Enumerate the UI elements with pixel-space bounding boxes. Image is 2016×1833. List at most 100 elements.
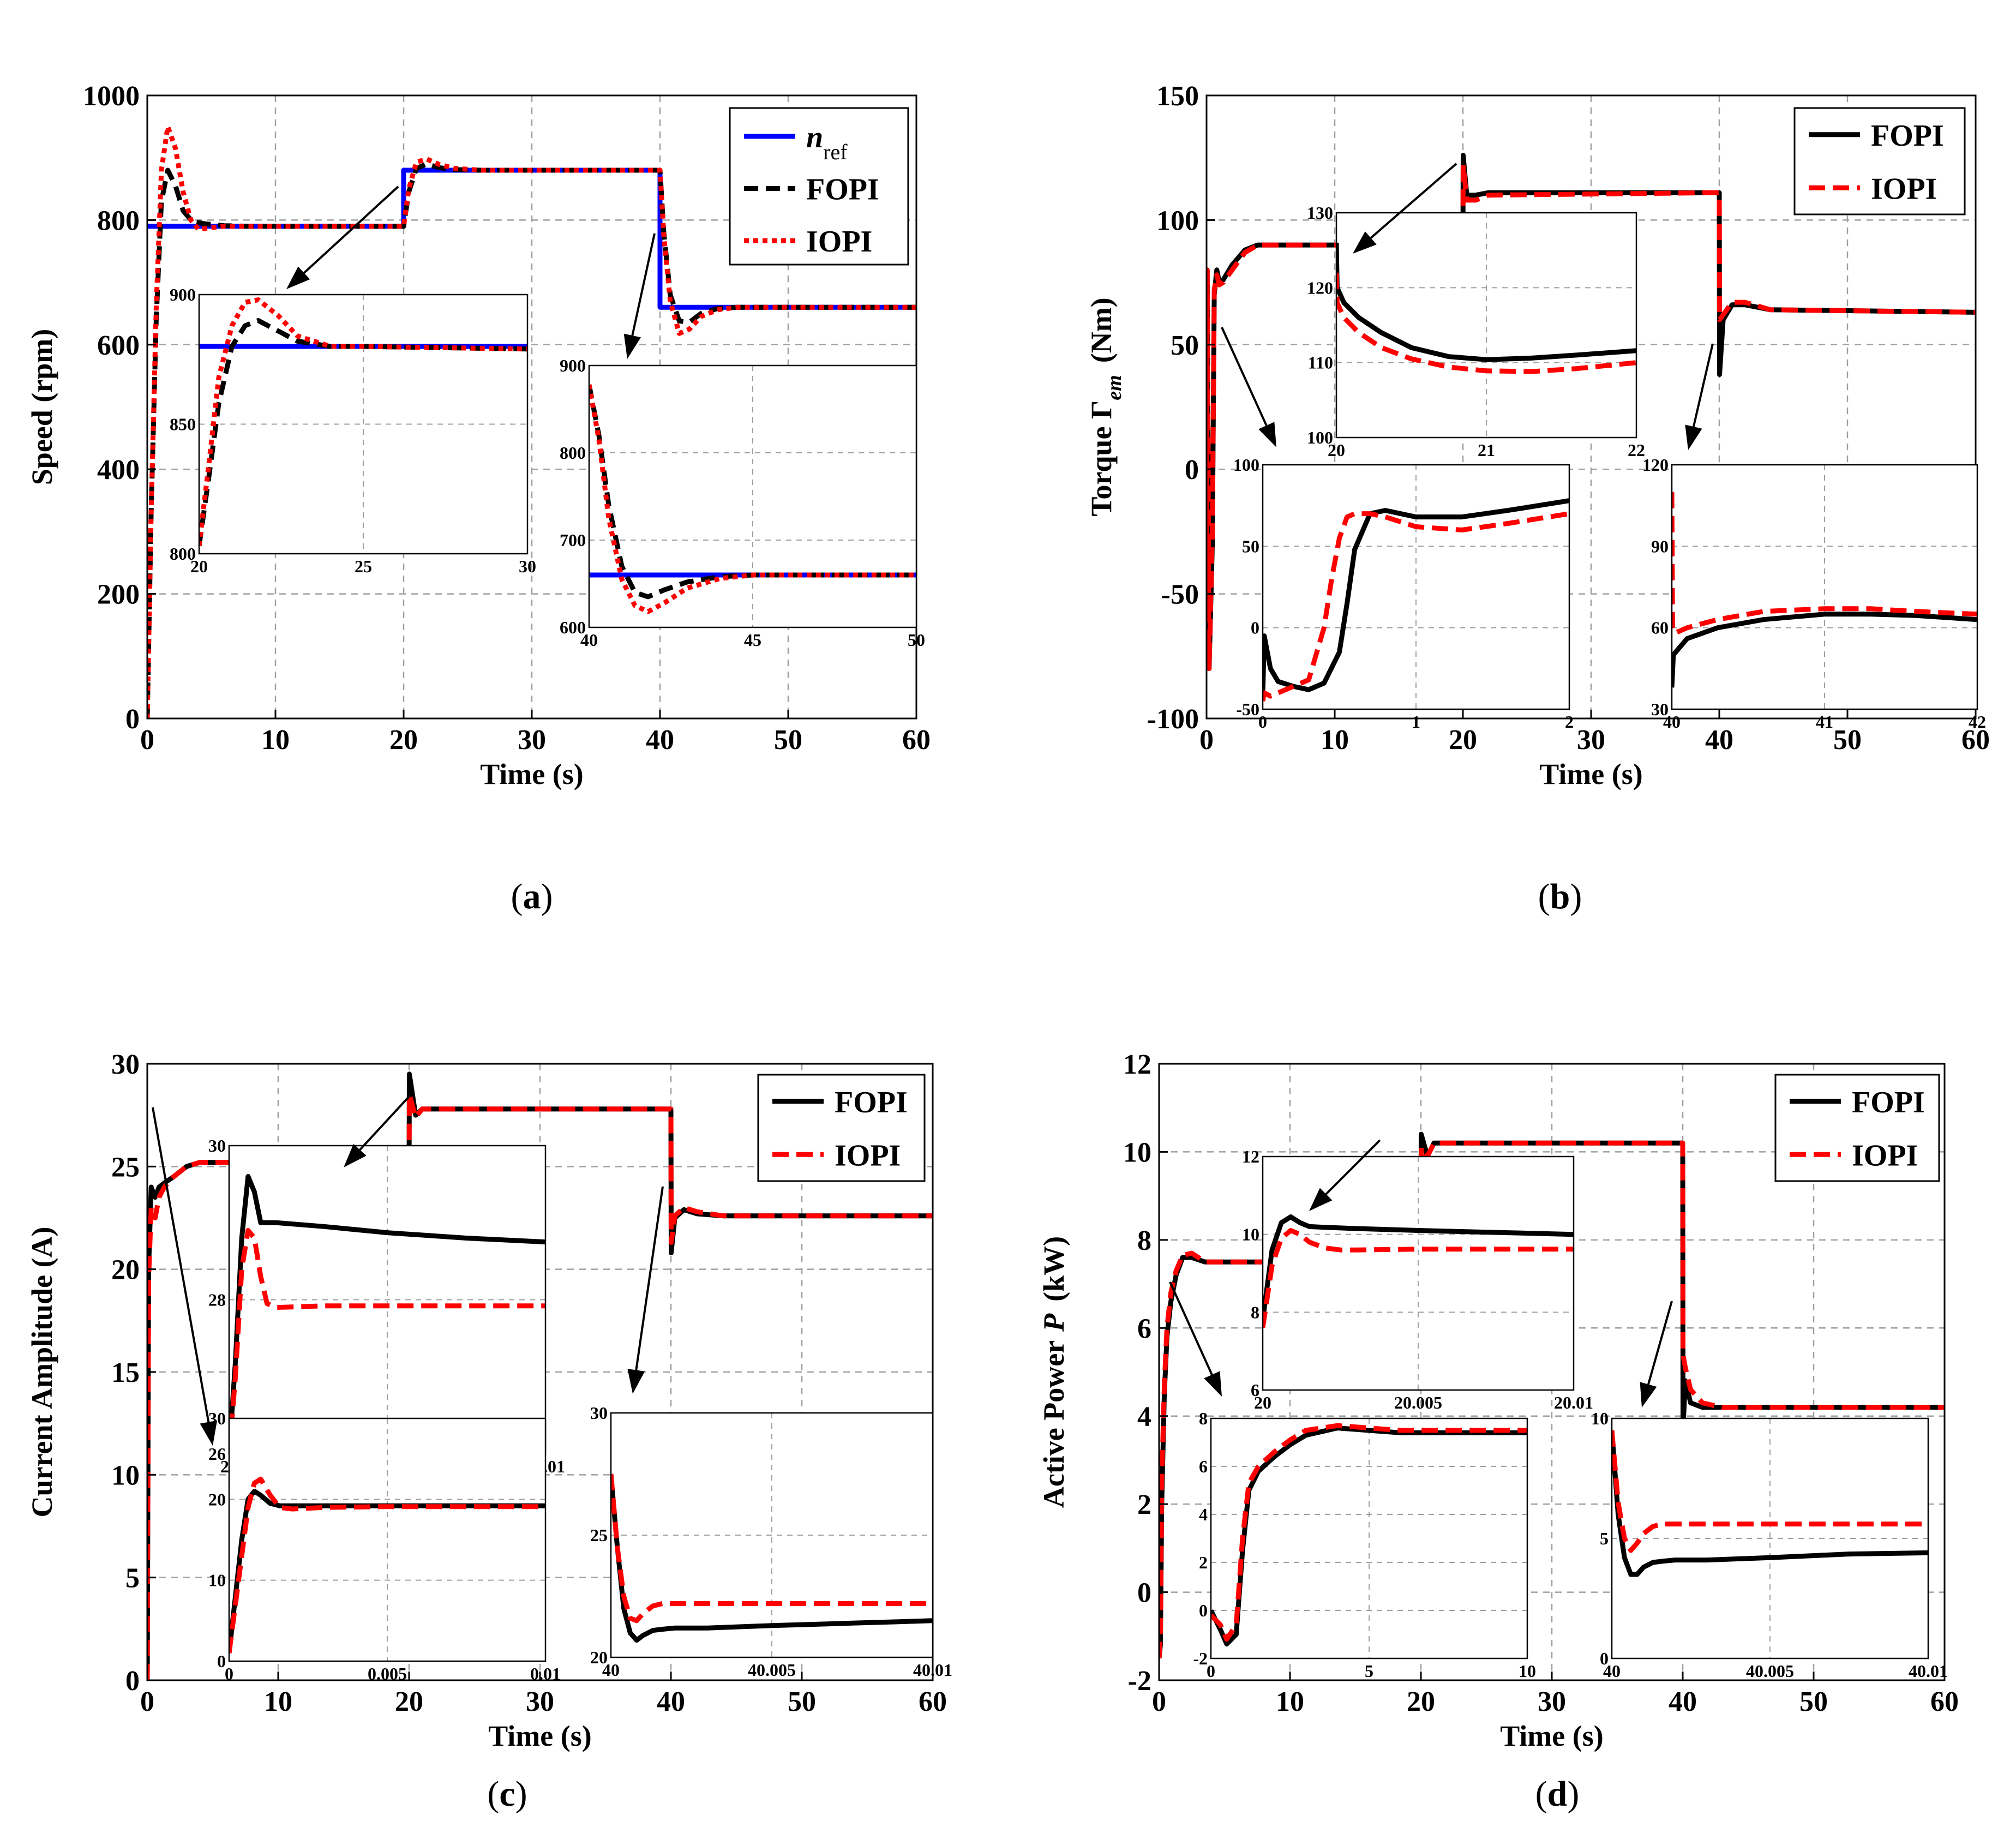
inset-x-tick-label: 0	[1258, 712, 1267, 732]
annotation-arrow	[627, 1186, 664, 1394]
inset-y-tick-label: 0	[1199, 1601, 1208, 1620]
arrow-shaft	[1169, 1281, 1213, 1375]
inset-frame	[1210, 1417, 1528, 1660]
inset-y-tick-label: 130	[1307, 203, 1333, 223]
inset-series-group	[611, 1473, 933, 1643]
inset-x-tick-label: 40	[602, 1660, 620, 1680]
inset-series-line-iopi_dash	[229, 1476, 545, 1654]
inset-y-tick-label: 6	[1251, 1380, 1259, 1400]
arrow-head	[1204, 1371, 1222, 1397]
inset-x-tick-label: 40.01	[913, 1660, 952, 1680]
inset-y-tick-label: 900	[170, 285, 196, 304]
arrow-shaft	[1370, 163, 1457, 239]
inset-x-tick-label: 40.01	[1909, 1661, 1948, 1681]
inset-series-line-fopi_solid	[1263, 1214, 1574, 1321]
y-tick-label: 600	[97, 330, 140, 361]
inset-background	[1672, 465, 1977, 709]
inset-x-tick-label: 40.005	[1746, 1661, 1794, 1681]
inset-y-tick-label: 30	[1651, 699, 1669, 719]
y-tick-label: -100	[1147, 704, 1199, 735]
inset-series-line-iopi_dash	[1211, 1423, 1527, 1642]
inset-series-line-iopi_dash	[1672, 492, 1977, 636]
x-tick-label: 10	[1276, 1686, 1304, 1717]
y-tick-label: 0	[1185, 454, 1199, 486]
inset-x-tick-label: 40.005	[748, 1660, 796, 1680]
inset-frame	[1262, 1155, 1575, 1391]
x-tick-label: 40	[657, 1686, 685, 1717]
inset-series-group	[1612, 1430, 1928, 1577]
inset-series-group	[1336, 242, 1636, 374]
y-tick-label: 20	[111, 1255, 140, 1286]
annotation-arrow	[1685, 343, 1714, 450]
inset-y-tick-label: 10	[208, 1571, 226, 1590]
x-axis-label: Time (s)	[488, 1720, 591, 1752]
annotation-arrow	[623, 233, 656, 359]
annotation-arrow	[152, 1107, 218, 1446]
inset-y-tick-label: 600	[560, 618, 586, 637]
inset-plot: 40 45 50 600 700 800 900	[560, 356, 925, 650]
y-tick-label: 2	[1137, 1489, 1151, 1520]
arrow-head	[1640, 1382, 1657, 1407]
x-tick-label: 20	[395, 1686, 423, 1717]
inset-series-line-iopi_dash	[1263, 511, 1569, 702]
y-tick-label: 0	[125, 704, 140, 735]
inset-x-tick-label: 40	[1603, 1661, 1621, 1681]
inset-plot: 20 25 30 800 850 900	[170, 285, 536, 576]
inset-series-line-fopi_solid	[1672, 612, 1977, 688]
annotation-arrow	[1640, 1301, 1673, 1407]
inset-x-tick-label: 0.01	[530, 1664, 561, 1684]
inset-y-tick-label: 10	[1242, 1225, 1259, 1244]
arrow-shaft	[1221, 327, 1268, 426]
x-tick-label: 50	[774, 724, 802, 756]
x-tick-label: 40	[646, 724, 674, 756]
inset-y-tick-label: 4	[1199, 1505, 1208, 1524]
inset-x-tick-label: 41	[1816, 712, 1833, 732]
x-tick-label: 60	[1961, 724, 1990, 756]
inset-frame	[198, 293, 529, 555]
inset-series-line-fopi_solid	[1336, 242, 1636, 362]
legend-label: IOPI	[806, 225, 872, 259]
inset-y-tick-label: 110	[1308, 353, 1333, 373]
inset-y-tick-label: 10	[1591, 1409, 1609, 1428]
x-tick-label: 40	[1705, 724, 1733, 756]
inset-y-tick-label: 30	[208, 1136, 226, 1155]
x-tick-label: 30	[1538, 1686, 1566, 1717]
inset-series-line-fopi_solid	[1263, 498, 1569, 697]
arrow-shaft	[1692, 343, 1714, 427]
annotation-arrow	[1309, 1139, 1381, 1211]
inset-y-tick-label: 120	[1307, 278, 1333, 297]
x-tick-label: 50	[1799, 1686, 1828, 1717]
x-tick-label: 30	[526, 1686, 554, 1717]
annotation-arrow	[1169, 1281, 1222, 1397]
arrow-head	[1685, 424, 1702, 450]
inset-series-group	[1263, 498, 1569, 702]
inset-plot: 20 21 22 100 110 120 130	[1307, 203, 1645, 460]
inset-series-group	[1672, 492, 1977, 688]
inset-y-tick-label: 0	[1600, 1649, 1609, 1668]
inset-y-tick-label: 26	[208, 1444, 226, 1464]
inset-y-tick-label: 5	[1600, 1529, 1609, 1548]
inset-frame	[1335, 212, 1637, 439]
inset-x-tick-label: 21	[1478, 440, 1495, 460]
y-tick-label: 100	[1156, 205, 1199, 236]
x-tick-label: 0	[140, 724, 154, 756]
inset-series-line-iopi_dash	[1263, 1228, 1574, 1328]
inset-series-line-iopi_dash	[1336, 272, 1636, 374]
y-tick-label: 150	[1156, 81, 1199, 112]
series-group	[147, 124, 916, 718]
inset-y-tick-label: 8	[1251, 1302, 1259, 1322]
inset-series-line-fopi_solid	[611, 1473, 933, 1643]
inset-x-tick-label: 5	[1365, 1661, 1373, 1681]
inset-y-tick-label: 20	[208, 1489, 226, 1509]
inset-frame	[228, 1417, 547, 1662]
inset-y-tick-label: 800	[170, 544, 196, 564]
inset-x-tick-label: 42	[1969, 712, 1986, 732]
inset-x-tick-label: 2	[1565, 712, 1574, 732]
inset-y-tick-label: 900	[560, 356, 586, 375]
annotation-arrow	[344, 1095, 410, 1167]
legend-label: IOPI	[1871, 172, 1937, 206]
x-tick-label: 0	[140, 1686, 154, 1717]
inset-x-tick-label: 10	[1519, 1661, 1536, 1681]
